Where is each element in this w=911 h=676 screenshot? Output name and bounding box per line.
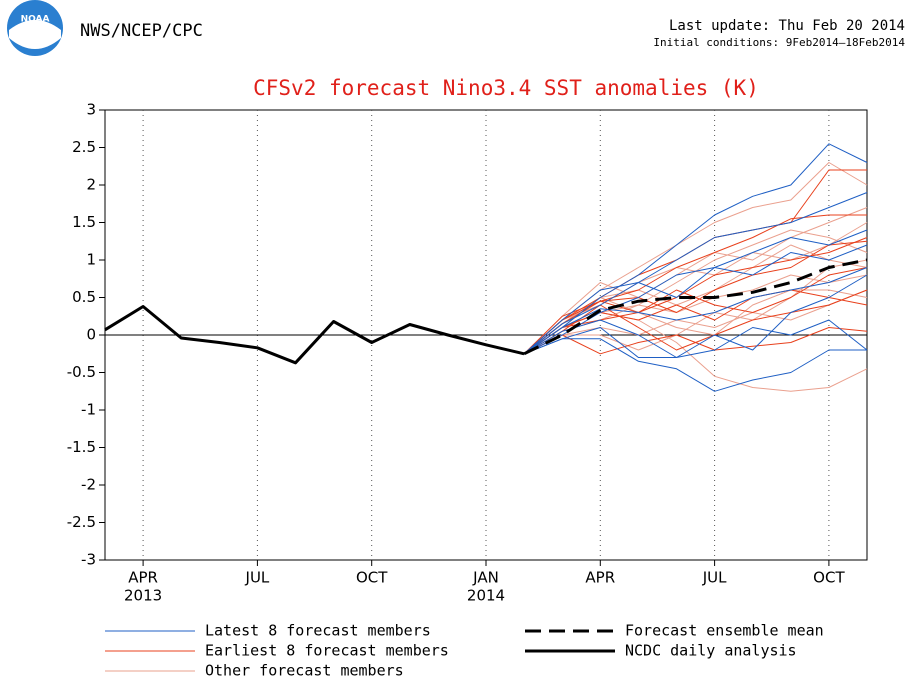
member-line bbox=[523, 244, 868, 355]
member-line bbox=[523, 274, 868, 358]
y-tick-label: 0 bbox=[86, 326, 96, 344]
legend-label: Forecast ensemble mean bbox=[625, 622, 824, 640]
legend-label: Other forecast members bbox=[205, 662, 404, 676]
x-tick-label: JUL bbox=[245, 569, 270, 587]
member-line bbox=[523, 289, 868, 355]
legend-label: Latest 8 forecast members bbox=[205, 622, 431, 640]
member-line bbox=[523, 207, 868, 355]
agency: NWS/NCEP/CPC bbox=[80, 21, 203, 41]
legend-label: NCDC daily analysis bbox=[625, 642, 797, 660]
y-tick-label: -3 bbox=[81, 551, 96, 569]
y-tick-label: -1.5 bbox=[67, 438, 96, 456]
member-line bbox=[523, 259, 868, 355]
initial-conditions: Initial conditions: 9Feb2014—18Feb2014 bbox=[653, 36, 905, 49]
x-tick-label: APR bbox=[128, 569, 158, 587]
x-tick-year: 2014 bbox=[467, 587, 505, 605]
x-tick-year: 2013 bbox=[124, 587, 162, 605]
x-tick-label: JUL bbox=[702, 569, 727, 587]
y-tick-label: 1.5 bbox=[72, 213, 96, 231]
y-tick-label: 1 bbox=[86, 251, 96, 269]
series-line bbox=[104, 305, 525, 365]
member-line bbox=[523, 244, 868, 355]
update: Last update: Thu Feb 20 2014 bbox=[669, 18, 905, 34]
x-tick-label: JAN bbox=[472, 569, 499, 587]
y-tick-label: 2.5 bbox=[72, 138, 96, 156]
y-tick-label: -2.5 bbox=[67, 513, 96, 531]
member-line bbox=[523, 289, 868, 355]
logo-wave bbox=[9, 20, 61, 49]
member-line bbox=[523, 338, 867, 392]
x-tick-label: OCT bbox=[813, 569, 845, 587]
y-tick-label: -2 bbox=[81, 476, 96, 494]
logo-text: NOAA bbox=[21, 15, 50, 25]
x-tick-label: APR bbox=[585, 569, 615, 587]
legend-label: Earliest 8 forecast members bbox=[205, 642, 449, 660]
member-line bbox=[523, 237, 868, 355]
member-line bbox=[523, 267, 868, 355]
member-line bbox=[523, 319, 868, 358]
y-tick-label: -0.5 bbox=[67, 363, 96, 381]
y-tick-label: 0.5 bbox=[72, 288, 96, 306]
y-tick-label: 3 bbox=[86, 101, 96, 119]
y-tick-label: -1 bbox=[81, 401, 96, 419]
member-line bbox=[523, 229, 868, 355]
chart-title: CFSv2 forecast Nino3.4 SST anomalies (K) bbox=[253, 76, 759, 100]
series-line bbox=[523, 258, 868, 356]
member-line bbox=[523, 192, 868, 355]
y-tick-label: 2 bbox=[86, 176, 96, 194]
logo: NOAA bbox=[7, 0, 63, 56]
member-line bbox=[523, 143, 868, 355]
x-tick-label: OCT bbox=[356, 569, 388, 587]
